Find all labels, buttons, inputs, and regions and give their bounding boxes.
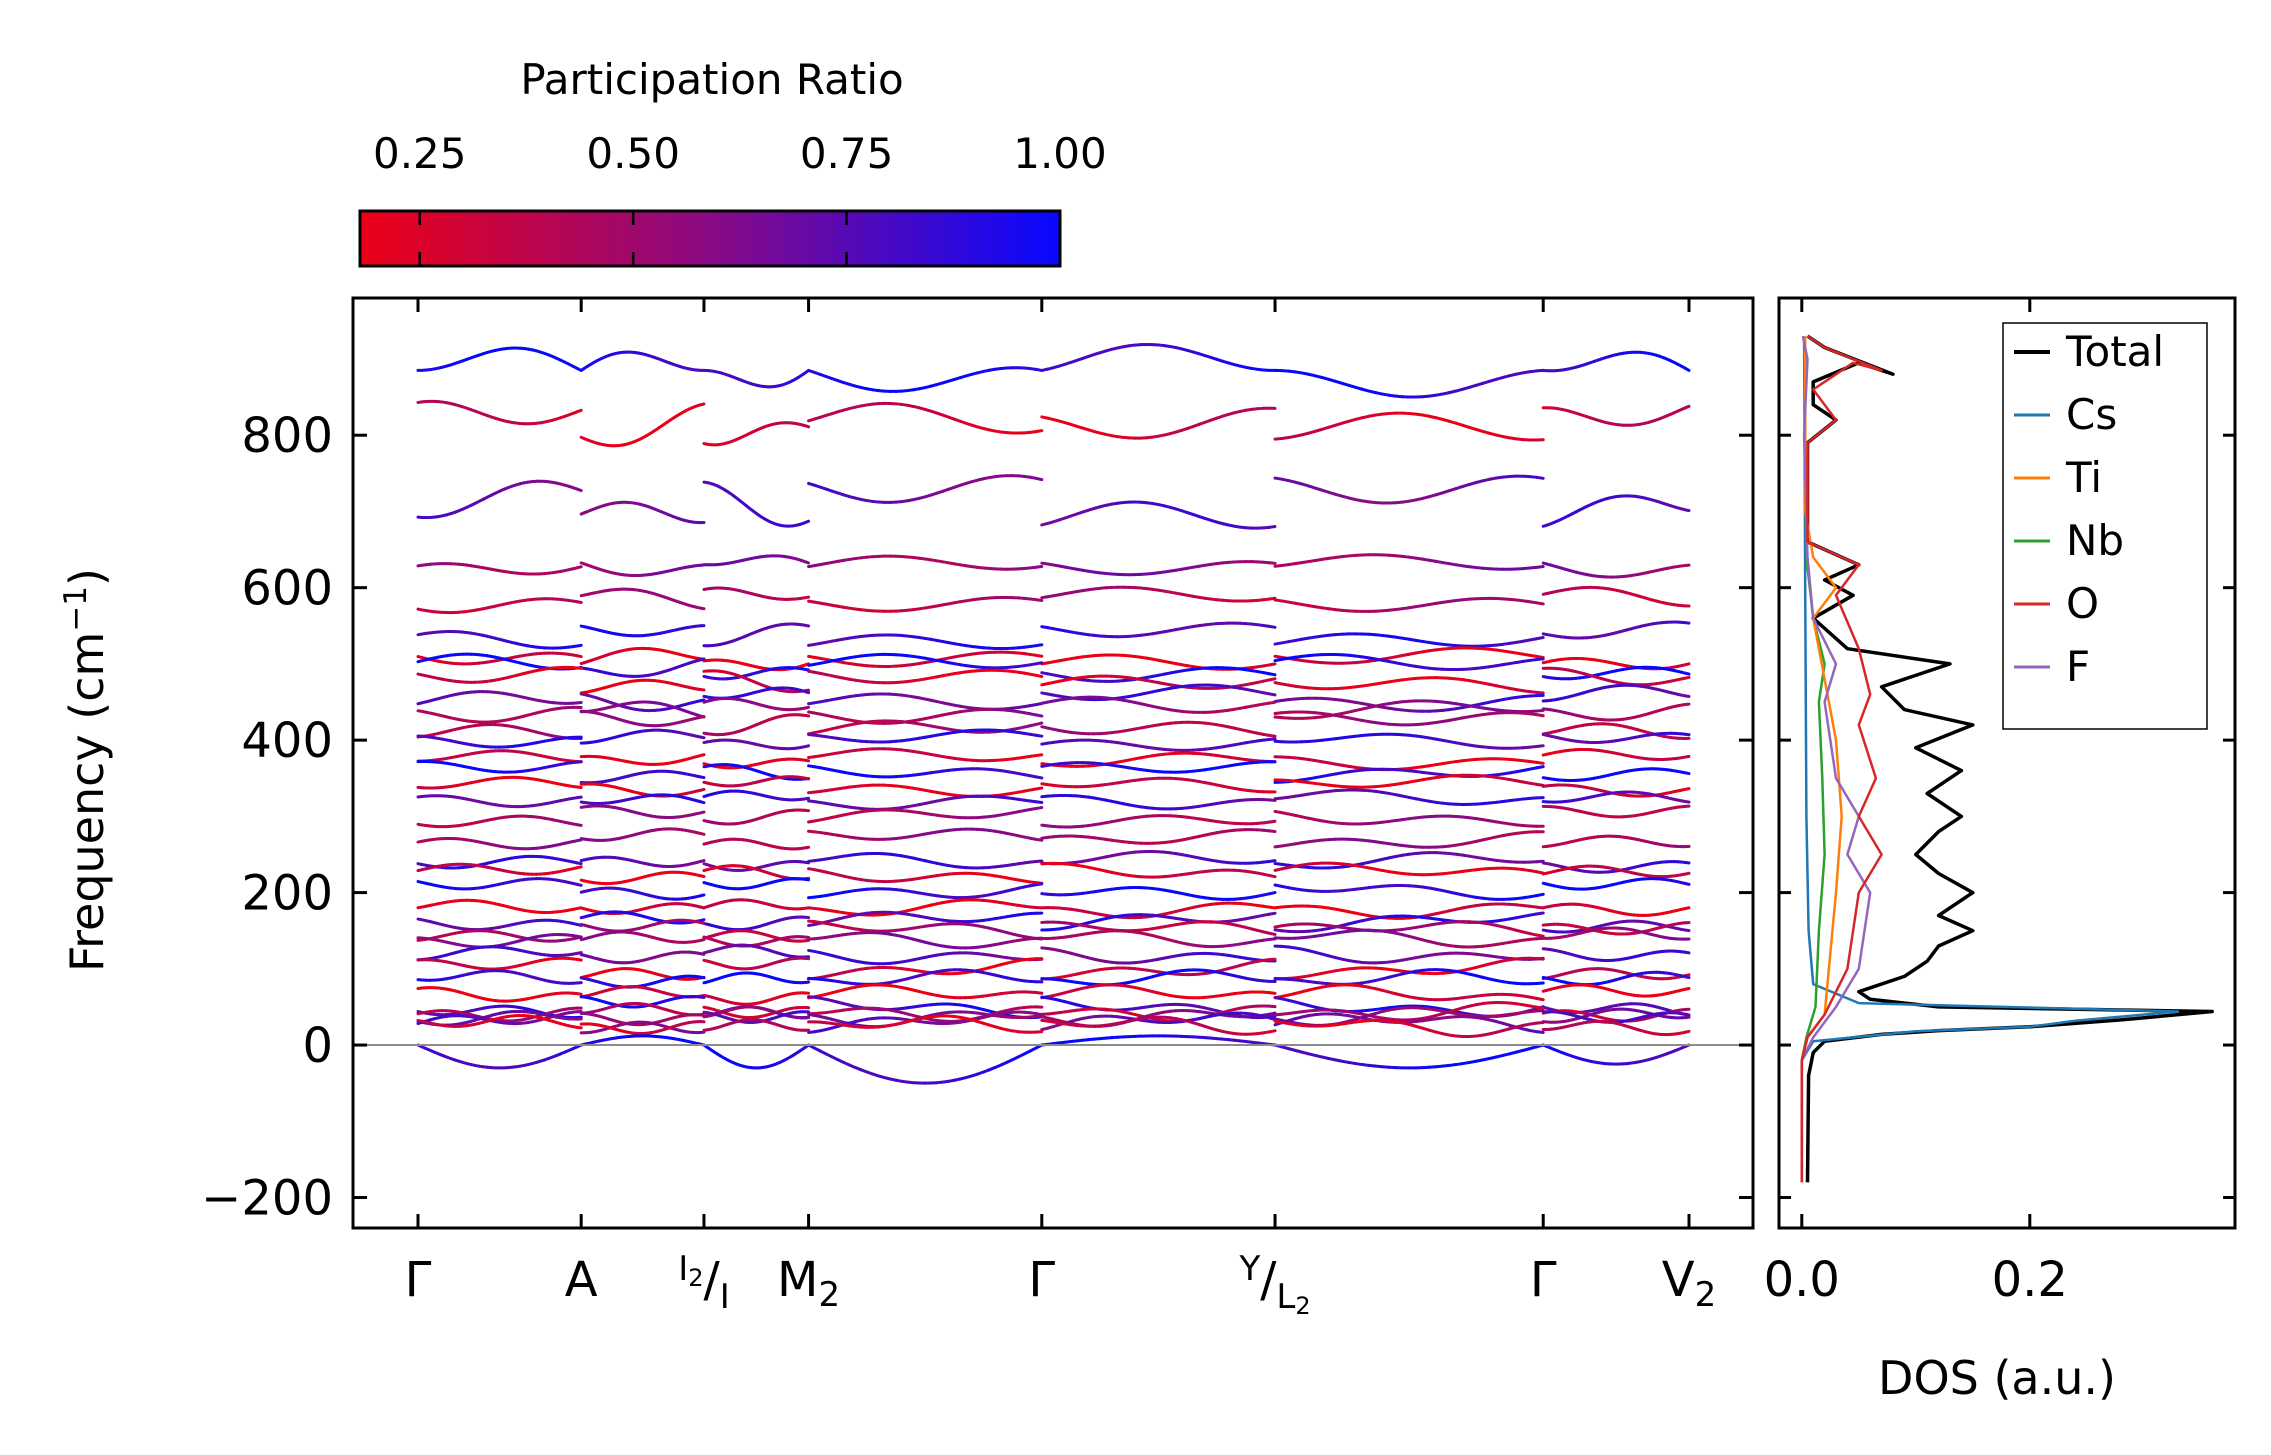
band-segment	[1034, 429, 1044, 434]
colorbar: Participation Ratio 0.25 0.50 0.75 1.00	[358, 55, 1107, 268]
band-segment	[804, 519, 811, 524]
band-segment	[699, 402, 706, 407]
band-segment	[1683, 508, 1691, 513]
band-segment	[575, 408, 583, 414]
band-segment	[804, 623, 811, 628]
band-segment	[699, 800, 706, 805]
band-segment	[699, 787, 706, 792]
band-segment	[1535, 601, 1545, 606]
band-segment	[699, 753, 706, 757]
band-segment	[1034, 653, 1044, 658]
band-segment	[575, 643, 583, 648]
band-segment	[1683, 754, 1691, 759]
band-segment	[1535, 475, 1545, 480]
band-segment	[1535, 744, 1545, 749]
band-segment	[1034, 786, 1044, 791]
band-segment	[699, 698, 706, 703]
band-segment	[1683, 694, 1691, 699]
band-segment	[575, 654, 583, 659]
band-segment	[804, 705, 811, 710]
band-segment	[1535, 765, 1545, 770]
colorbar-tick-label: 0.75	[800, 129, 894, 178]
colorbar-tick-label: 1.00	[1013, 129, 1107, 178]
band-segment	[1267, 819, 1277, 824]
band-segment	[1267, 596, 1277, 601]
band-segment	[804, 662, 811, 667]
band-segment	[1034, 806, 1044, 810]
band-segment	[1267, 624, 1277, 629]
band-segment	[804, 424, 811, 429]
band-segment	[699, 735, 706, 740]
band-segment	[1535, 565, 1545, 569]
band-segment	[1535, 657, 1545, 662]
colorbar-title: Participation Ratio	[520, 55, 903, 104]
band-segment	[575, 795, 583, 800]
band-segment	[1267, 737, 1277, 741]
band-segment	[575, 565, 583, 570]
band-segment	[575, 600, 583, 604]
band-segment	[1683, 787, 1691, 791]
band-segment	[1535, 636, 1545, 641]
band-segment	[1267, 525, 1277, 529]
colorbar-tick-label: 0.50	[586, 129, 680, 178]
band-segment	[1034, 753, 1044, 758]
band-segment	[1034, 643, 1044, 648]
band-segment	[1034, 673, 1044, 678]
band-segment	[1683, 671, 1691, 676]
band-segment	[1535, 654, 1545, 659]
band-segment	[1267, 700, 1277, 705]
band-segment	[1034, 775, 1044, 780]
band-segment	[1535, 690, 1545, 695]
band-segment	[699, 810, 706, 815]
band-segment	[575, 487, 583, 493]
band-segment	[804, 560, 811, 565]
band-segment	[1683, 771, 1691, 776]
band-segment	[1535, 782, 1545, 787]
band-segment	[1034, 564, 1044, 569]
band-segment	[575, 823, 583, 827]
band-segment	[1535, 713, 1545, 718]
band-segment	[804, 744, 811, 748]
band-segment	[1034, 476, 1044, 482]
band-segment	[1267, 692, 1277, 697]
band-segment	[699, 775, 706, 780]
band-segment	[699, 606, 706, 611]
band-segment	[1267, 733, 1277, 738]
band-segment	[804, 690, 811, 695]
colorbar-strip	[358, 209, 1062, 268]
band-segment	[1535, 708, 1545, 713]
band-segment	[1267, 677, 1277, 682]
band-segment	[1267, 662, 1277, 667]
colorbar-tick-label: 0.25	[373, 129, 467, 178]
band-segment	[1034, 721, 1044, 726]
band-segment	[1034, 661, 1044, 666]
colorbar-ticks: 0.25 0.50 0.75 1.00	[373, 129, 1107, 266]
band-segment	[1535, 760, 1545, 765]
band-segment	[1683, 800, 1691, 804]
band-segment	[1267, 561, 1277, 565]
band-segment	[1683, 404, 1691, 410]
band-segment	[1683, 675, 1691, 680]
band-segment	[1034, 733, 1044, 738]
band-segment	[1034, 800, 1044, 804]
band-segment	[1034, 713, 1044, 718]
band-segment	[699, 715, 706, 719]
band-segment	[699, 657, 706, 662]
phonon-bands	[416, 342, 1691, 1085]
band-segment	[804, 776, 811, 781]
band-segment	[1267, 672, 1277, 677]
band-segment	[1034, 598, 1044, 603]
band-segment	[1683, 662, 1691, 667]
band-segment	[1683, 366, 1691, 372]
